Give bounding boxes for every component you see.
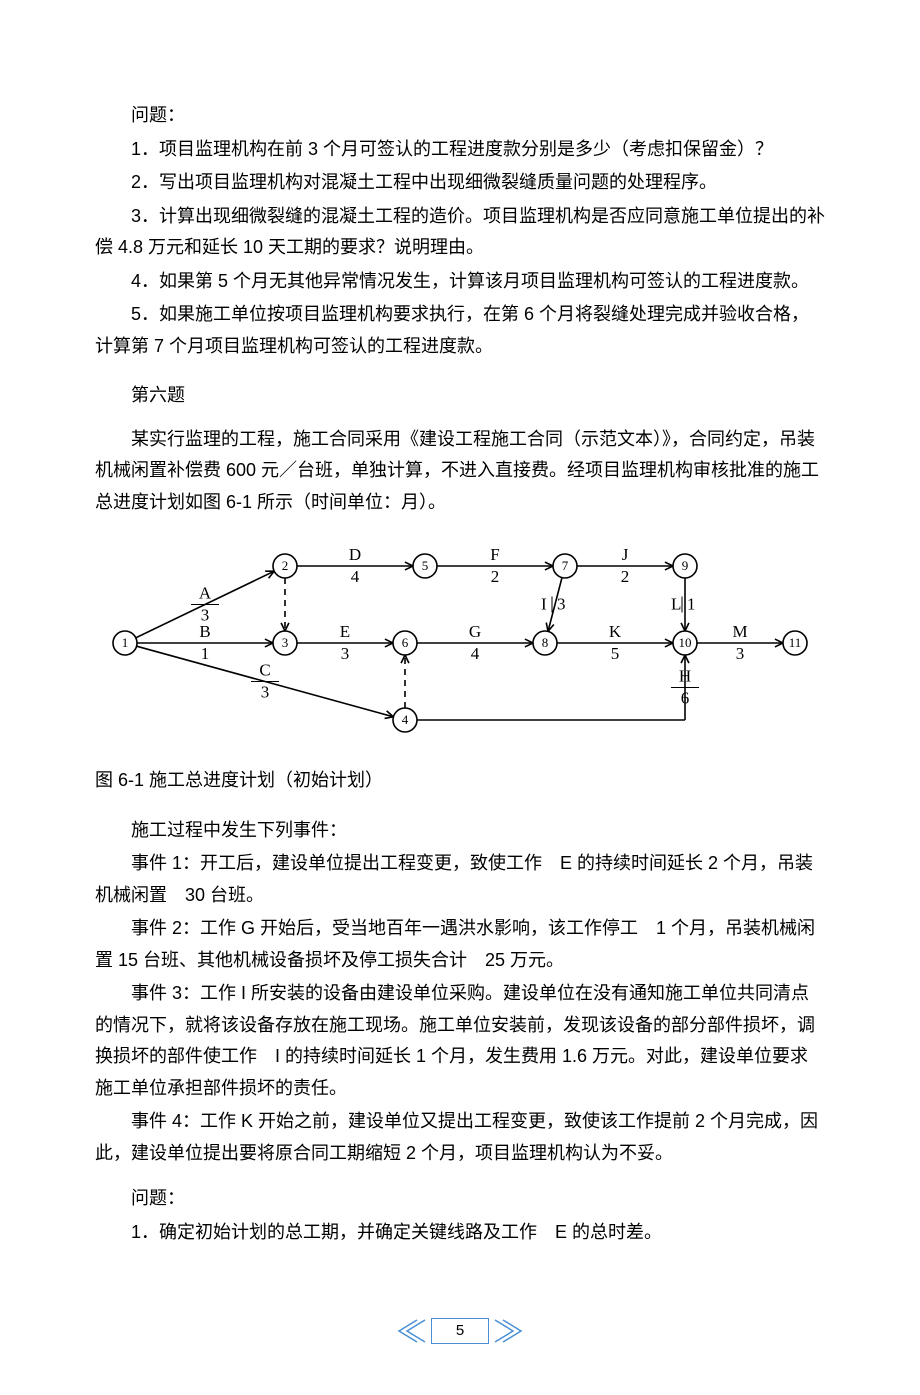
svg-text:4: 4 xyxy=(402,712,409,727)
question-6-1: 1．确定初始计划的总工期，并确定关键线路及工作 E 的总时差。 xyxy=(95,1217,825,1249)
svg-text:I: I xyxy=(541,595,547,614)
event-4: 事件 4：工作 K 开始之前，建设单位又提出工程变更，致使该工作提前 2 个月完… xyxy=(95,1106,825,1169)
svg-text:A: A xyxy=(199,584,212,603)
svg-text:7: 7 xyxy=(562,558,569,573)
svg-text:3: 3 xyxy=(282,635,289,650)
event-3: 事件 3：工作 I 所安装的设备由建设单位采购。建设单位在没有通知施工单位共同清… xyxy=(95,978,825,1104)
page-footer: 5 xyxy=(95,1318,825,1355)
svg-text:J: J xyxy=(622,545,629,564)
svg-text:3: 3 xyxy=(261,683,270,702)
svg-text:5: 5 xyxy=(611,644,620,663)
svg-text:H: H xyxy=(679,667,691,686)
svg-text:E: E xyxy=(340,622,350,641)
question-3: 3．计算出现细微裂缝的混凝土工程的造价。项目监理机构是否应同意施工单位提出的补偿… xyxy=(95,201,825,264)
svg-text:4: 4 xyxy=(351,567,360,586)
svg-text:2: 2 xyxy=(282,558,289,573)
svg-text:6: 6 xyxy=(402,635,409,650)
svg-text:1: 1 xyxy=(687,595,696,614)
svg-text:2: 2 xyxy=(491,567,500,586)
svg-text:10: 10 xyxy=(679,635,692,650)
svg-text:F: F xyxy=(490,545,499,564)
section-heading-6: 第六题 xyxy=(95,380,825,412)
page-decoration-left-icon xyxy=(397,1318,427,1344)
svg-text:3: 3 xyxy=(557,595,566,614)
event-1: 事件 1：开工后，建设单位提出工程变更，致使工作 E 的持续时间延长 2 个月，… xyxy=(95,848,825,911)
network-diagram: A3B1C3D4E3F2G4H6I3J2K5L1M31234567891011 xyxy=(95,536,825,751)
question-5: 5．如果施工单位按项目监理机构要求执行，在第 6 个月将裂缝处理完成并验收合格，… xyxy=(95,299,825,362)
svg-text:L: L xyxy=(671,595,681,614)
svg-text:D: D xyxy=(349,545,361,564)
diagram-caption: 图 6-1 施工总进度计划（初始计划） xyxy=(95,765,825,797)
question-2: 2．写出项目监理机构对混凝土工程中出现细微裂缝质量问题的处理程序。 xyxy=(95,167,825,199)
svg-text:6: 6 xyxy=(681,689,690,708)
question-1: 1．项目监理机构在前 3 个月可签认的工程进度款分别是多少（考虑扣保留金）？ xyxy=(95,134,825,166)
svg-text:9: 9 xyxy=(682,558,689,573)
svg-text:C: C xyxy=(259,661,270,680)
page-number: 5 xyxy=(431,1318,489,1344)
question-4: 4．如果第 5 个月无其他异常情况发生，计算该月项目监理机构可签认的工程进度款。 xyxy=(95,266,825,298)
svg-text:5: 5 xyxy=(422,558,429,573)
svg-text:4: 4 xyxy=(471,644,480,663)
svg-text:11: 11 xyxy=(789,635,802,650)
page-decoration-right-icon xyxy=(493,1318,523,1344)
svg-text:2: 2 xyxy=(621,567,630,586)
svg-text:K: K xyxy=(609,622,622,641)
question-label-2: 问题： xyxy=(95,1183,825,1215)
svg-text:3: 3 xyxy=(736,644,745,663)
svg-text:1: 1 xyxy=(122,635,129,650)
svg-text:B: B xyxy=(199,622,210,641)
svg-text:1: 1 xyxy=(201,644,210,663)
context-paragraph: 某实行监理的工程，施工合同采用《建设工程施工合同（示范文本）》，合同约定，吊装机… xyxy=(95,424,825,519)
event-2: 事件 2：工作 G 开始后，受当地百年一遇洪水影响，该工作停工 1 个月，吊装机… xyxy=(95,913,825,976)
svg-text:8: 8 xyxy=(542,635,549,650)
question-label: 问题： xyxy=(95,100,825,132)
events-intro: 施工过程中发生下列事件： xyxy=(95,815,825,847)
svg-text:M: M xyxy=(732,622,747,641)
svg-text:G: G xyxy=(469,622,481,641)
svg-text:3: 3 xyxy=(341,644,350,663)
